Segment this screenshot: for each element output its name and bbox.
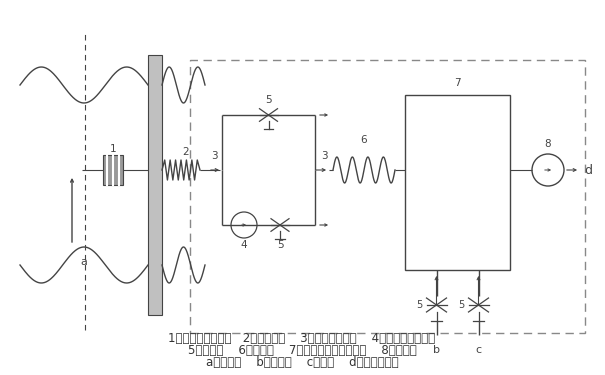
Bar — [405, 95, 510, 270]
Text: b: b — [433, 345, 440, 355]
Bar — [103, 155, 123, 185]
Text: 7: 7 — [454, 78, 461, 88]
Bar — [190, 60, 585, 333]
Text: 5: 5 — [458, 300, 465, 310]
Text: d: d — [584, 164, 592, 177]
Bar — [148, 55, 162, 315]
Text: c: c — [476, 345, 482, 355]
Text: 5: 5 — [416, 300, 422, 310]
Text: 5: 5 — [265, 95, 272, 105]
Text: 6: 6 — [361, 135, 367, 145]
Text: 2: 2 — [183, 147, 189, 157]
Text: 8: 8 — [544, 139, 551, 149]
Text: 4: 4 — [241, 240, 247, 250]
Text: 1、颗粒物过滤装置   2、采样探针    3、样品传输管线    4、分离单元催化剂: 1、颗粒物过滤装置 2、采样探针 3、样品传输管线 4、分离单元催化剂 — [168, 332, 436, 345]
Text: a: a — [80, 257, 87, 267]
Text: a、样品气    b、燃料气    c、零气    d、采样泵排气: a、样品气 b、燃料气 c、零气 d、采样泵排气 — [206, 356, 398, 369]
Text: 3: 3 — [211, 151, 217, 161]
Text: 5、控制阀    6、定量环    7、氢火焰离子化检测器    8、采样泵: 5、控制阀 6、定量环 7、氢火焰离子化检测器 8、采样泵 — [188, 344, 416, 357]
Text: 3: 3 — [321, 151, 327, 161]
Text: 1: 1 — [110, 144, 116, 154]
Text: 5: 5 — [276, 240, 283, 250]
